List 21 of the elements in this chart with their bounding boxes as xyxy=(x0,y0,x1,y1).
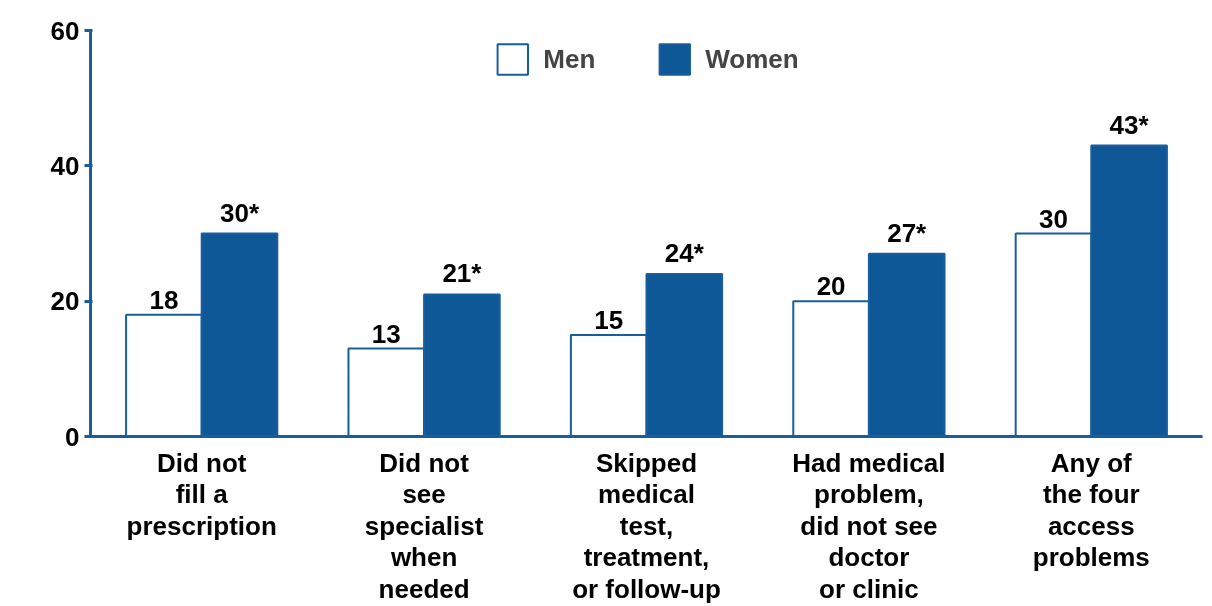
x-tick-label: Any of the four access problems xyxy=(1032,447,1150,572)
data-label: 13 xyxy=(371,318,401,349)
x-tick-label: Had medical problem, did not see doctor or clinic xyxy=(792,447,946,604)
y-tick-label: 60 xyxy=(50,15,80,46)
data-label: 24* xyxy=(664,238,705,269)
y-tick-label: 20 xyxy=(50,286,80,317)
y-tick-label: 40 xyxy=(50,150,80,181)
data-label: 27* xyxy=(887,217,928,248)
x-tick-label: Skipped medical test, treatment, or follow-up xyxy=(572,447,721,604)
legend-label: Men xyxy=(543,43,596,75)
data-label: 43* xyxy=(1109,109,1150,140)
data-label: 30 xyxy=(1039,203,1068,234)
data-label: 30* xyxy=(219,197,260,228)
y-tick-label: 0 xyxy=(65,421,80,452)
x-tick-label: Did not fill a prescription xyxy=(126,447,277,541)
legend-label: Women xyxy=(705,43,799,75)
data-label: 18 xyxy=(149,284,179,315)
x-tick-label: Did not see specialist when needed xyxy=(364,447,484,604)
data-label: 21* xyxy=(442,258,483,289)
data-label: 20 xyxy=(816,271,846,302)
data-label: 15 xyxy=(594,305,624,335)
